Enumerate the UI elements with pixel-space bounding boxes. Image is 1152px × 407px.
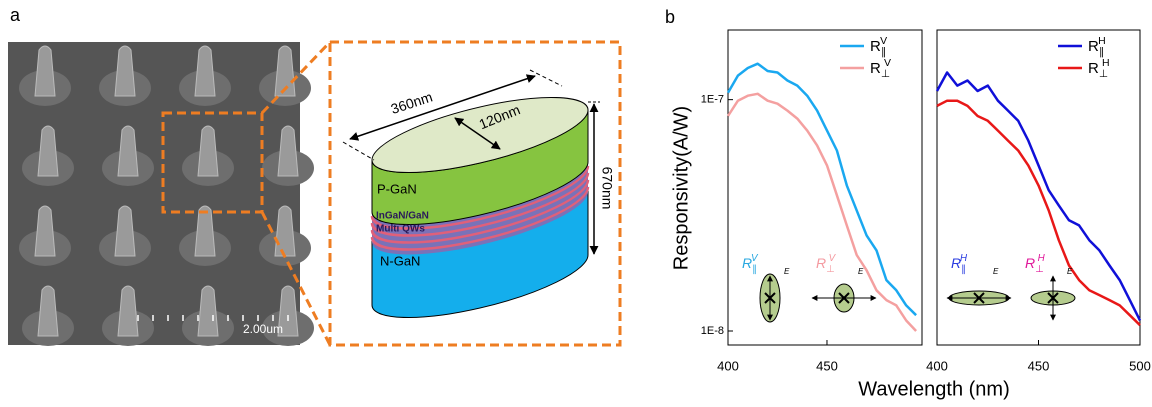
field-label: E [858,267,864,276]
sem-pillar [197,285,219,337]
sem-pillar [34,205,56,257]
height-label: 670nm [599,167,615,210]
panel-label: b [665,7,675,27]
n-layer-label: N-GaN [380,253,420,268]
sem-pillar [197,125,219,177]
legend-label: R⊥H [1088,57,1110,80]
center-cross [973,292,985,304]
p-layer-label: P-GaN [377,181,417,196]
zoom-box [161,111,264,214]
zoom-line [260,40,332,115]
annotation: R⊥H [1025,253,1046,275]
y-axis-label: Responsivity(A/W) [670,106,692,270]
sem-pillar [194,45,216,97]
x-tick-label: 400 [717,358,739,373]
sem-pillar [114,205,136,257]
x-tick-label: 450 [1028,358,1050,373]
sem-pillar [277,285,299,337]
x-tick-label: 450 [816,358,838,373]
dim-line [342,141,375,161]
data-line [726,62,917,317]
center-cross [1047,292,1059,304]
qw-stripes [370,165,590,251]
sem-pillar [274,45,296,97]
legend-label: R⊥V [870,57,891,80]
axis-frame [727,29,923,346]
data-line [936,99,1141,327]
y-tick-label: 1E-8 [701,325,724,337]
center-cross [838,292,850,304]
x-tick-label: 400 [926,358,948,373]
dim-arrow [454,117,501,150]
legend-label: R∥V [870,35,887,58]
sem-pillar [37,285,59,337]
data-line [726,92,918,332]
data-line [935,71,1142,322]
y-tick-label: 1E-7 [701,94,724,106]
dim-arrow [349,74,536,141]
sem-pillar [114,45,136,97]
scale-bar-label: 2.00um [243,322,283,336]
qw-layer [372,162,588,255]
zoom-line [260,211,332,346]
qw-label: InGaN/GaN [376,211,429,222]
annotation: R⊥V [816,253,837,275]
sem-pillar [37,125,59,177]
field-label: E [1067,267,1073,276]
sem-image: 2.00um [8,42,314,346]
sem-pillar [117,285,139,337]
legend-label: R∥H [1088,35,1106,58]
field-label: E [784,267,790,276]
sem-pillar [34,45,56,97]
dim-line [529,69,563,87]
x-tick-label: 500 [1129,358,1151,373]
panel-label: a [10,5,21,25]
center-cross [764,292,776,304]
sem-pillar [277,125,299,177]
sem-pillar [117,125,139,177]
sem-pillar [194,205,216,257]
field-label: E [993,267,999,276]
annotation: R∥V [742,253,759,275]
qw-label: Multi QWs [376,224,425,235]
sem-pillar [274,205,296,257]
annotation: R∥H [951,253,968,275]
x-axis-label: Wavelength (nm) [858,378,1010,400]
